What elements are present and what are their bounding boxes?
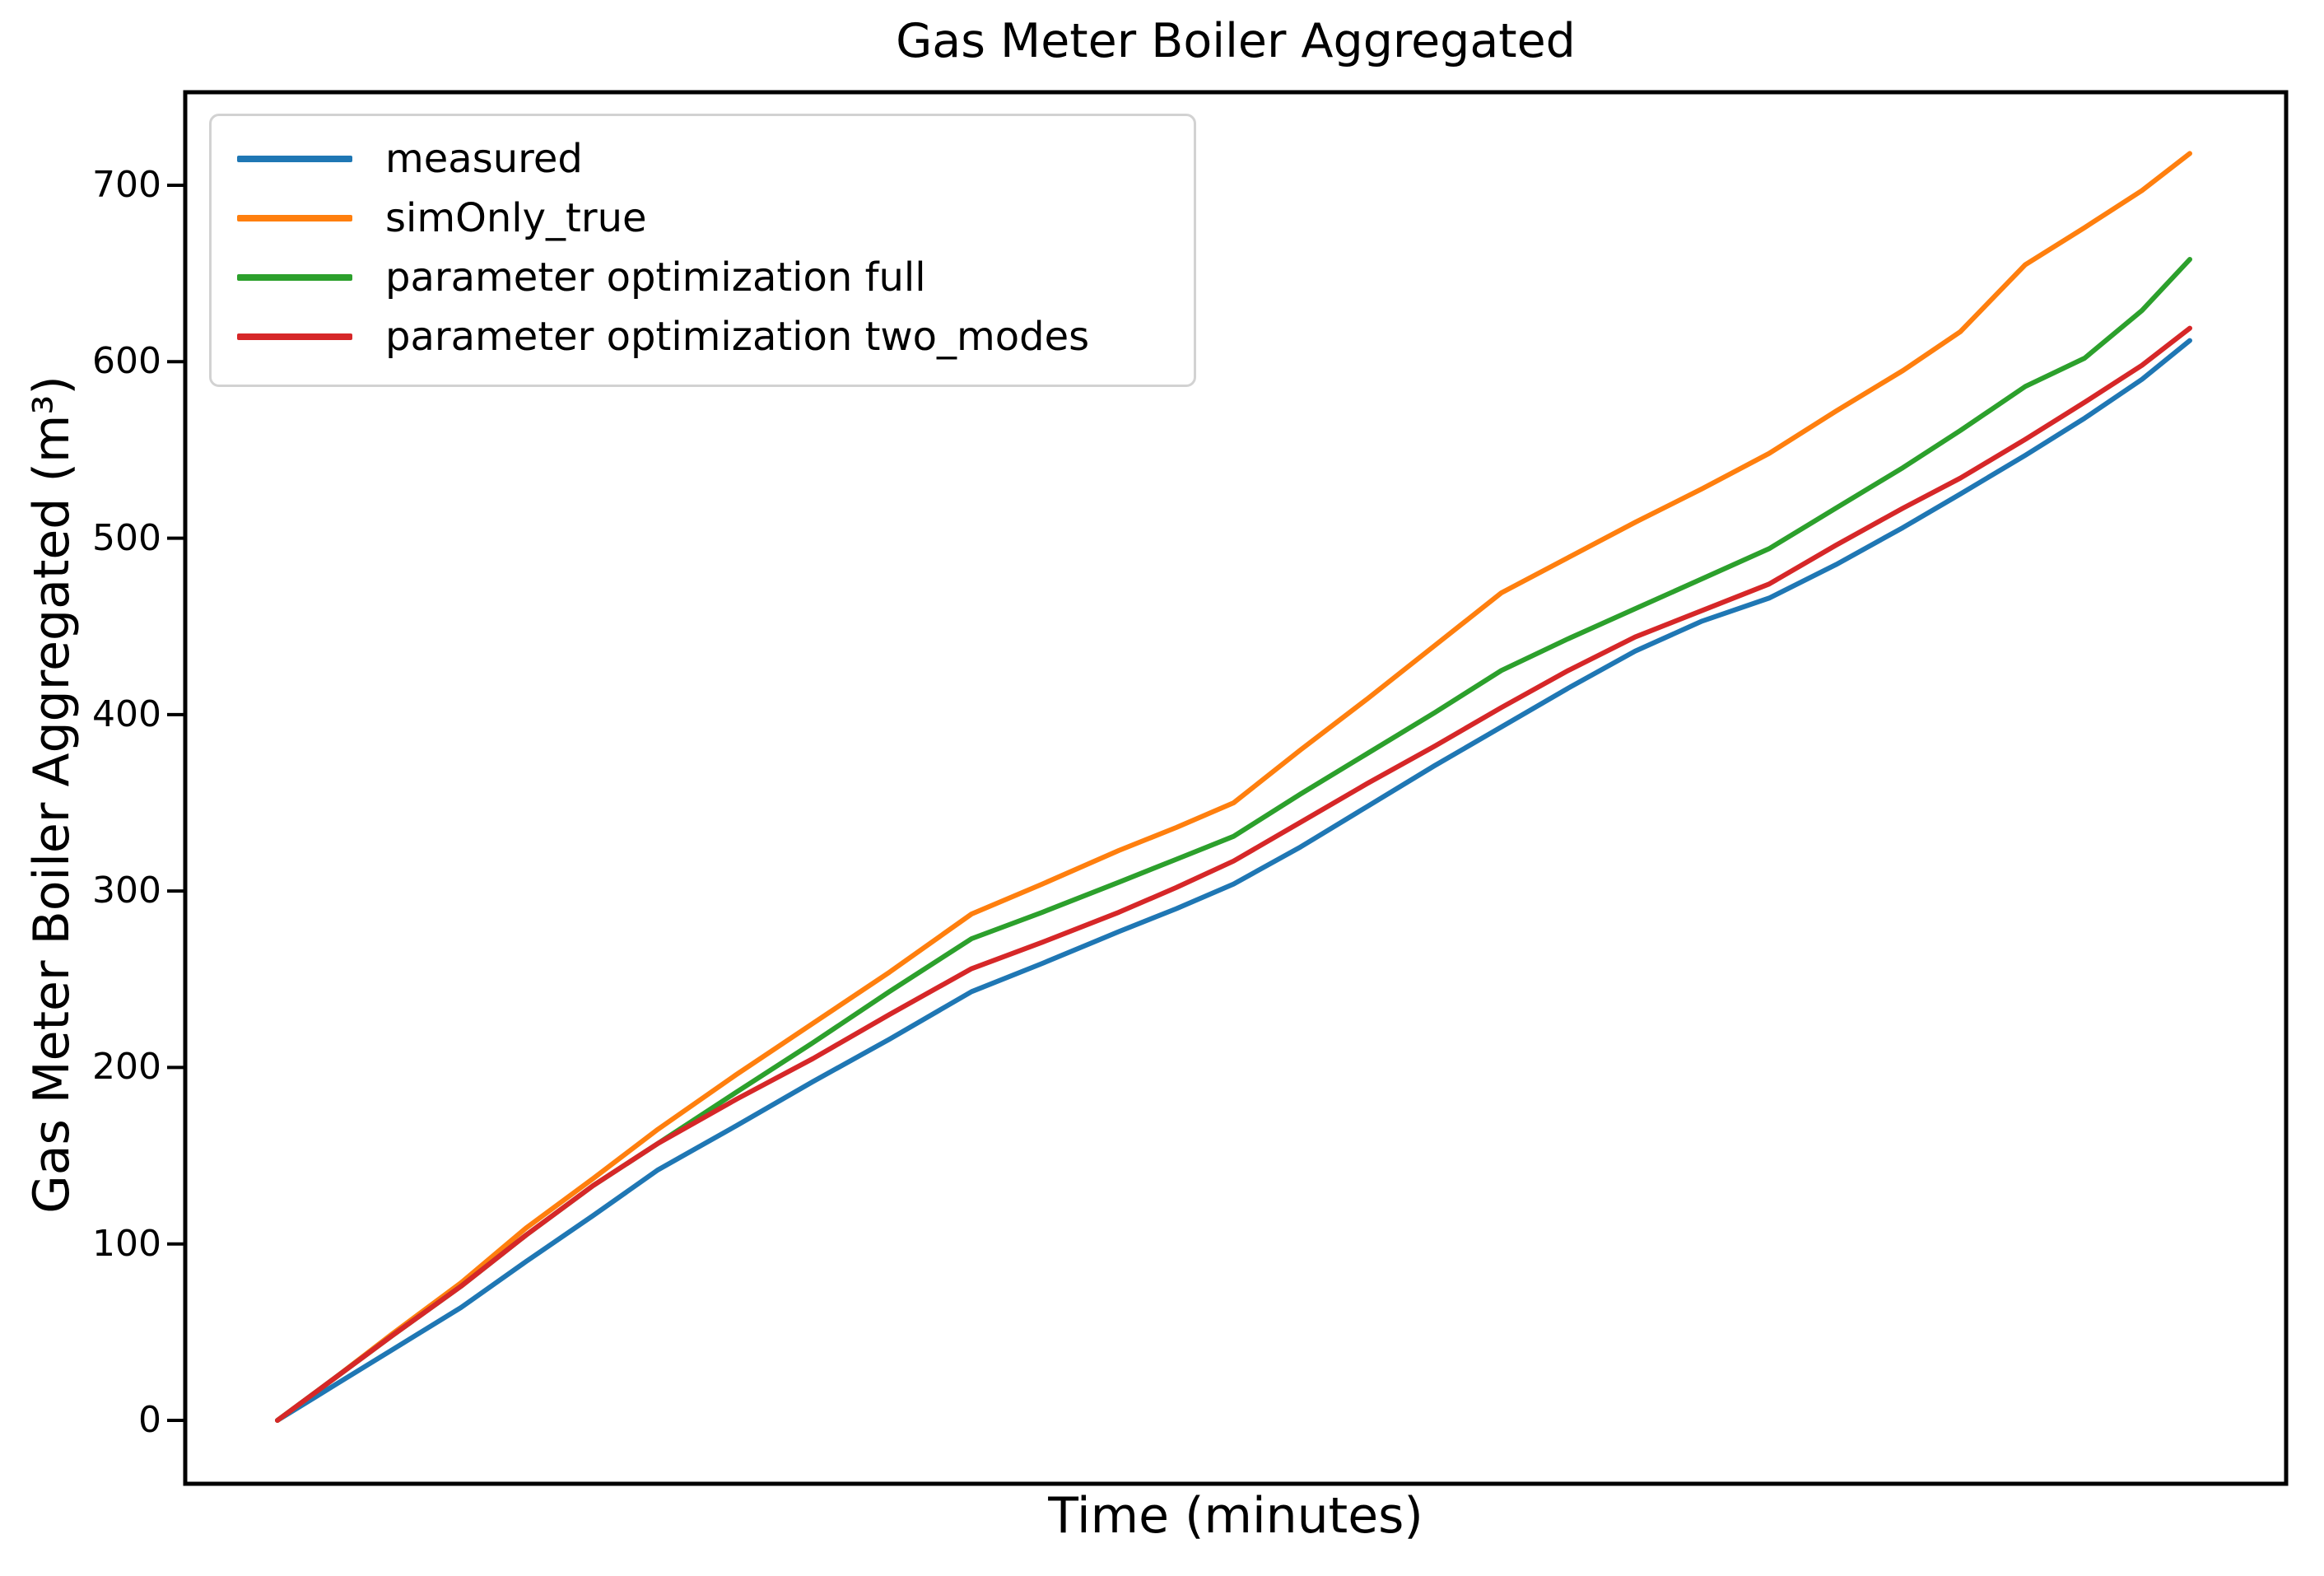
legend-swatch-parameter-optimization-full xyxy=(237,274,352,281)
legend-swatch-measured xyxy=(237,156,352,162)
legend-label: measured xyxy=(385,136,583,182)
legend-item-measured: measured xyxy=(212,136,1194,182)
chart-title: Gas Meter Boiler Aggregated xyxy=(896,14,1576,68)
y-axis-tick-label: 300 xyxy=(92,870,161,912)
legend-item-parameter-optimization-two-modes: parameter optimization two_modes xyxy=(212,314,1194,360)
y-axis-tick-label: 100 xyxy=(92,1222,161,1265)
x-axis-label: Time (minutes) xyxy=(1048,1487,1423,1545)
y-axis: 0 100 200 300 400 500 600 700 xyxy=(0,0,161,1576)
y-axis-tick-label: 0 xyxy=(138,1399,161,1441)
y-axis-tick-label: 600 xyxy=(92,340,161,383)
legend-item-simonly-true: simOnly_true xyxy=(212,195,1194,241)
legend-label: parameter optimization two_modes xyxy=(385,314,1090,360)
legend-label: parameter optimization full xyxy=(385,254,926,301)
y-axis-tick-label: 700 xyxy=(92,164,161,206)
legend: measured simOnly_true parameter optimiza… xyxy=(209,114,1196,387)
legend-item-parameter-optimization-full: parameter optimization full xyxy=(212,254,1194,301)
y-axis-tick-label: 500 xyxy=(92,516,161,559)
legend-swatch-simonly-true xyxy=(237,215,352,221)
y-axis-label: Gas Meter Boiler Aggregated (m³) xyxy=(23,375,81,1214)
y-axis-tick-label: 200 xyxy=(92,1046,161,1089)
y-axis-tick-label: 400 xyxy=(92,692,161,735)
legend-swatch-parameter-optimization-two-modes xyxy=(237,333,352,340)
legend-label: simOnly_true xyxy=(385,195,647,241)
